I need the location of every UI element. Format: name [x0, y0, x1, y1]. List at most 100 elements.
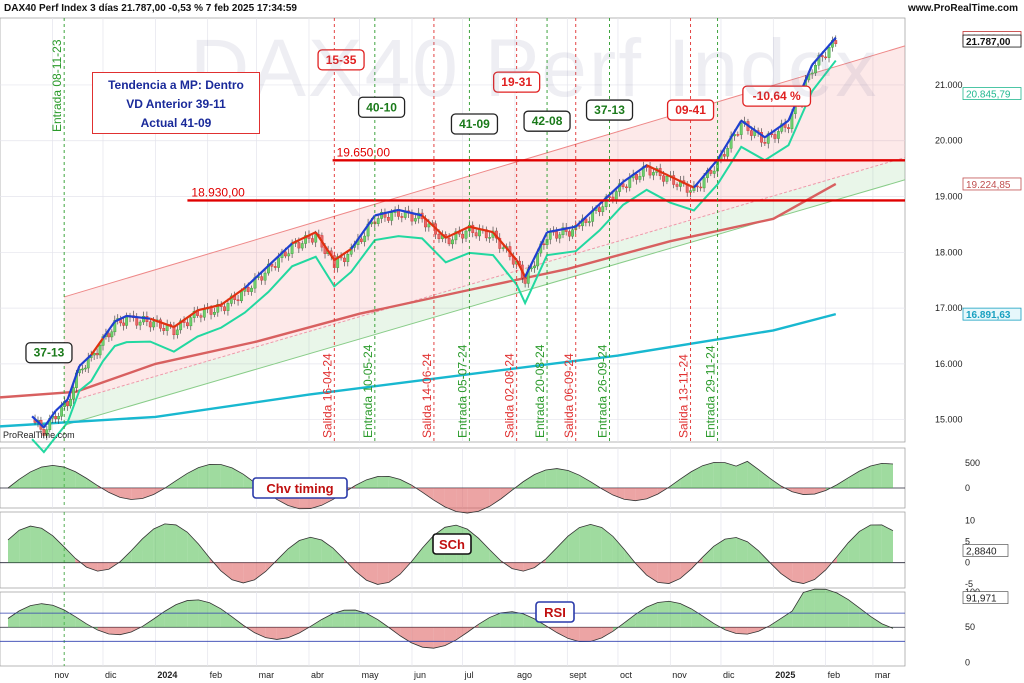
rsi-fill: [523, 613, 535, 628]
chv-fill: [489, 488, 501, 507]
price-label: 20.845,79: [966, 90, 1011, 101]
candle: [413, 218, 417, 222]
rsi-fill: [579, 627, 591, 642]
sch-fill: [366, 562, 378, 585]
candle: [98, 345, 102, 356]
trend-line: [114, 314, 128, 323]
y-tick-label: 15.000: [935, 415, 963, 425]
candle: [125, 316, 129, 326]
candle: [277, 257, 280, 268]
sch-fill: [30, 526, 42, 563]
candle: [216, 304, 220, 313]
candle: [260, 276, 264, 281]
signal-label: Entrada 26-09-24: [596, 344, 610, 438]
candle: [359, 238, 363, 242]
candle: [189, 317, 193, 327]
candle: [343, 257, 346, 262]
candle: [287, 253, 291, 257]
chv-fill: [534, 469, 546, 488]
candle: [773, 134, 777, 139]
y-tick-label: 19.000: [935, 192, 963, 202]
trend-line: [492, 231, 518, 261]
sch-fill: [299, 537, 311, 563]
trend-line: [398, 208, 423, 217]
sch-fill: [646, 562, 658, 583]
trend-line: [811, 36, 837, 66]
signal-label: Salida 13-11-24: [677, 354, 691, 438]
rsi-fill: [30, 603, 42, 628]
rsi-fill: [478, 617, 490, 628]
sch-fill: [377, 562, 389, 585]
chv-fill: [209, 464, 221, 488]
candle: [283, 251, 287, 257]
candle: [386, 217, 390, 221]
chv-fill: [724, 462, 737, 488]
trend-line: [575, 203, 601, 228]
ma-long: [0, 312, 837, 428]
source-label[interactable]: www.ProRealTime.com: [907, 3, 1018, 14]
cycle-label: 09-41: [675, 103, 706, 117]
chv-fill: [220, 464, 233, 488]
candle: [110, 331, 114, 338]
chv-fill: [691, 465, 703, 488]
candle: [186, 322, 189, 327]
candle: [587, 221, 591, 223]
indicator-name: Chv timing: [266, 481, 333, 496]
y-tick-label: 17.000: [935, 303, 963, 313]
price-label-box: [962, 307, 1022, 321]
trend-line: [333, 248, 352, 262]
chv-fill: [635, 488, 647, 501]
cycle-label-box: [450, 113, 499, 135]
x-tick-label: mar: [259, 670, 275, 680]
sch-fill: [612, 536, 625, 563]
sch-fill: [780, 562, 793, 582]
rsi-fill: [702, 615, 714, 628]
rsi-fill: [836, 592, 849, 628]
sch-fill: [243, 562, 255, 583]
sch-fill: [848, 531, 860, 563]
chv-fill: [388, 476, 401, 488]
candle: [451, 239, 454, 245]
candle: [83, 367, 87, 370]
candle: [567, 231, 571, 237]
candle: [159, 319, 162, 329]
candle: [810, 72, 814, 75]
candle: [246, 287, 250, 292]
x-tick-label: feb: [828, 670, 841, 680]
rsi-fill: [724, 627, 737, 634]
chv-fill: [556, 468, 569, 488]
rsi-fill: [332, 610, 345, 628]
candle: [464, 230, 468, 239]
trend-line: [78, 354, 92, 367]
sch-fill: [478, 538, 490, 563]
sch-fill: [702, 546, 714, 563]
candle: [776, 131, 780, 139]
rsi-fill: [8, 610, 20, 628]
candle: [236, 299, 240, 302]
rsi-fill: [108, 627, 121, 635]
trend-line: [693, 158, 719, 189]
sch-fill: [736, 537, 748, 563]
rsi-fill: [556, 627, 569, 639]
attribution: ProRealTime.com: [3, 430, 75, 440]
rsi-fill: [198, 599, 210, 628]
sch-fill: [176, 524, 188, 563]
signal-label: Entrada 05-07-24: [455, 344, 469, 438]
chv-fill: [243, 474, 255, 488]
trend-line: [291, 231, 317, 245]
rsi-fill: [433, 627, 445, 649]
rsi-last-box: [962, 591, 1009, 605]
trend-box: Tendencia a MP: Dentro VD Anterior 39-11…: [92, 72, 260, 134]
sch-last: 2,8840: [966, 546, 997, 557]
price-label-box: [962, 34, 1022, 48]
sch-fill: [713, 539, 725, 563]
rsi-fill: [75, 616, 87, 628]
candle: [54, 416, 58, 420]
sch-fill: [668, 562, 681, 584]
cycle-label-box: [357, 96, 406, 118]
rsi-tick: 50: [965, 622, 975, 632]
x-tick-label: jun: [413, 670, 426, 680]
candle: [72, 387, 75, 400]
sch-fill: [164, 523, 177, 563]
sch-fill: [388, 562, 401, 583]
